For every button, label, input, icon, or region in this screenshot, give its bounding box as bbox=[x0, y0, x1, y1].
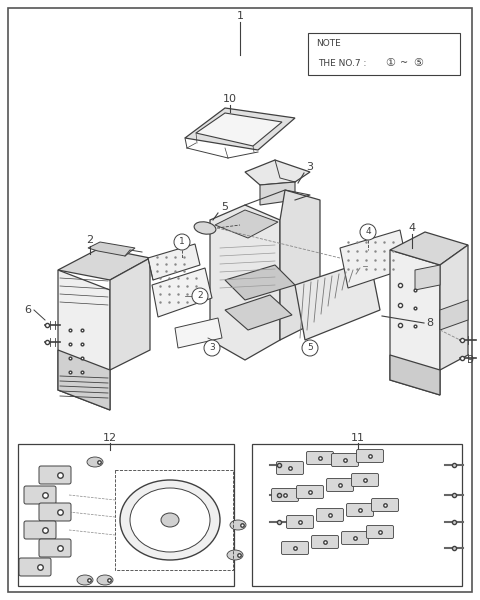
Text: 4: 4 bbox=[365, 227, 371, 236]
Circle shape bbox=[192, 288, 208, 304]
Ellipse shape bbox=[120, 480, 220, 560]
Text: 11: 11 bbox=[351, 433, 365, 443]
FancyBboxPatch shape bbox=[19, 558, 51, 576]
Ellipse shape bbox=[87, 457, 103, 467]
Polygon shape bbox=[390, 232, 468, 265]
Text: 10: 10 bbox=[223, 94, 237, 104]
FancyBboxPatch shape bbox=[24, 521, 56, 539]
FancyBboxPatch shape bbox=[316, 509, 344, 521]
Text: ⑤: ⑤ bbox=[413, 58, 423, 68]
Bar bbox=[18, 444, 234, 586]
Polygon shape bbox=[260, 182, 295, 205]
Text: 12: 12 bbox=[103, 433, 117, 443]
FancyBboxPatch shape bbox=[341, 532, 369, 545]
FancyBboxPatch shape bbox=[347, 503, 373, 517]
Polygon shape bbox=[295, 260, 380, 340]
Circle shape bbox=[204, 340, 220, 356]
Polygon shape bbox=[340, 230, 408, 288]
FancyBboxPatch shape bbox=[39, 466, 71, 484]
Text: THE NO.7 :: THE NO.7 : bbox=[318, 58, 366, 67]
FancyBboxPatch shape bbox=[287, 515, 313, 529]
Polygon shape bbox=[280, 190, 320, 340]
Text: 8: 8 bbox=[426, 318, 433, 328]
Bar bbox=[115, 470, 233, 570]
Polygon shape bbox=[245, 160, 310, 185]
FancyBboxPatch shape bbox=[351, 473, 379, 487]
Circle shape bbox=[360, 224, 376, 240]
FancyBboxPatch shape bbox=[276, 461, 303, 475]
FancyBboxPatch shape bbox=[297, 485, 324, 499]
Polygon shape bbox=[58, 270, 110, 410]
Circle shape bbox=[174, 234, 190, 250]
Ellipse shape bbox=[97, 575, 113, 585]
Text: ~: ~ bbox=[400, 58, 408, 68]
Text: NOTE: NOTE bbox=[316, 38, 341, 47]
Polygon shape bbox=[175, 318, 222, 348]
Text: 3: 3 bbox=[209, 343, 215, 352]
FancyBboxPatch shape bbox=[332, 454, 359, 467]
FancyBboxPatch shape bbox=[24, 486, 56, 504]
FancyBboxPatch shape bbox=[272, 488, 299, 502]
Polygon shape bbox=[88, 242, 135, 256]
FancyBboxPatch shape bbox=[281, 541, 309, 554]
Ellipse shape bbox=[130, 488, 210, 552]
Bar bbox=[308, 33, 460, 75]
Polygon shape bbox=[196, 113, 282, 146]
Text: 2: 2 bbox=[86, 235, 94, 245]
Polygon shape bbox=[440, 300, 468, 330]
Ellipse shape bbox=[194, 222, 216, 234]
Polygon shape bbox=[58, 248, 150, 280]
Polygon shape bbox=[415, 265, 440, 290]
Text: 1: 1 bbox=[237, 11, 243, 21]
Polygon shape bbox=[215, 210, 278, 238]
Ellipse shape bbox=[230, 520, 246, 530]
Bar bbox=[252, 444, 462, 586]
Text: 5: 5 bbox=[221, 202, 228, 212]
Polygon shape bbox=[390, 250, 440, 395]
FancyBboxPatch shape bbox=[312, 535, 338, 548]
Text: 4: 4 bbox=[408, 223, 416, 233]
Polygon shape bbox=[225, 295, 292, 330]
Circle shape bbox=[302, 340, 318, 356]
Polygon shape bbox=[110, 258, 150, 370]
FancyBboxPatch shape bbox=[372, 499, 398, 511]
Polygon shape bbox=[210, 205, 280, 360]
FancyBboxPatch shape bbox=[357, 449, 384, 463]
FancyBboxPatch shape bbox=[326, 479, 353, 491]
Text: 1: 1 bbox=[179, 238, 185, 247]
Polygon shape bbox=[440, 245, 468, 370]
Polygon shape bbox=[58, 350, 110, 410]
Ellipse shape bbox=[77, 575, 93, 585]
Text: 9: 9 bbox=[467, 355, 474, 365]
FancyBboxPatch shape bbox=[307, 451, 334, 464]
Ellipse shape bbox=[227, 550, 243, 560]
FancyBboxPatch shape bbox=[39, 503, 71, 521]
Text: 6: 6 bbox=[24, 305, 32, 315]
FancyBboxPatch shape bbox=[367, 526, 394, 539]
FancyBboxPatch shape bbox=[39, 539, 71, 557]
Polygon shape bbox=[152, 268, 212, 317]
Polygon shape bbox=[185, 108, 295, 150]
Polygon shape bbox=[390, 355, 440, 395]
Text: ①: ① bbox=[385, 58, 395, 68]
Text: 2: 2 bbox=[197, 292, 203, 301]
Polygon shape bbox=[148, 244, 200, 280]
Text: 3: 3 bbox=[307, 162, 313, 172]
Polygon shape bbox=[225, 265, 295, 300]
Text: 5: 5 bbox=[307, 343, 313, 352]
Ellipse shape bbox=[161, 513, 179, 527]
